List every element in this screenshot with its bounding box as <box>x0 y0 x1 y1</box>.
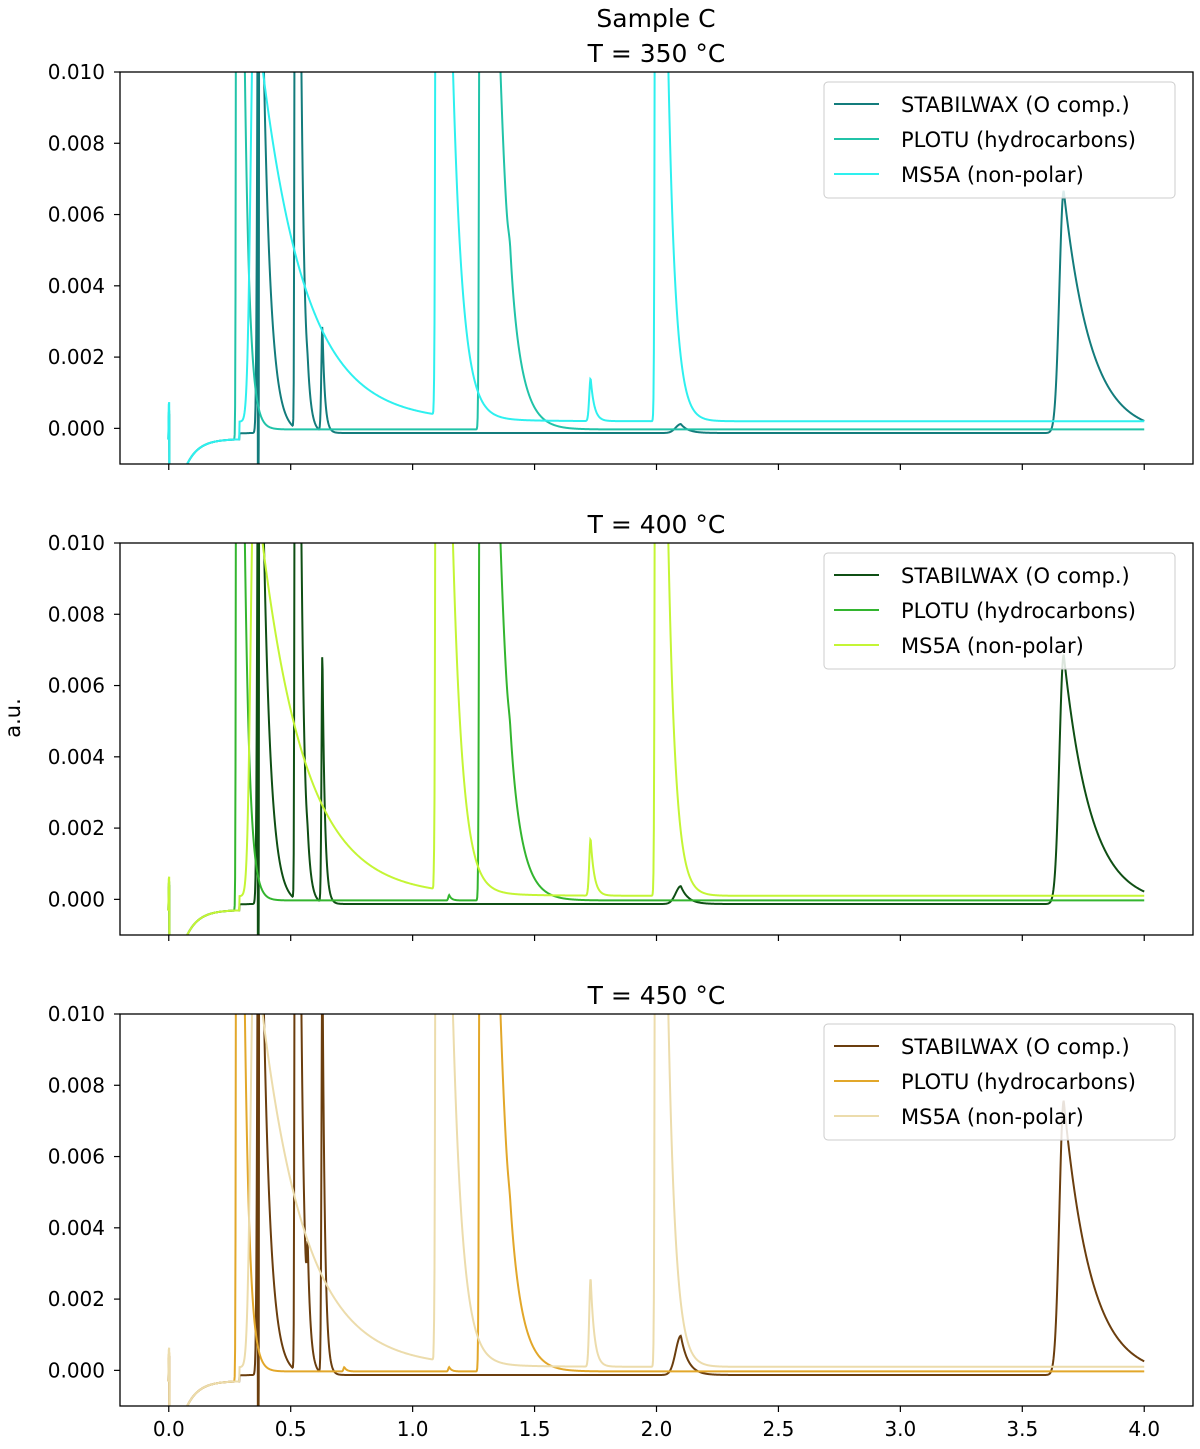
series-line <box>167 543 1145 935</box>
y-tick-label: 0.010 <box>48 1002 105 1026</box>
panels: T = 350 °C 0.000 0.002 0.004 0.006 0.008 0.010… <box>48 39 1194 1441</box>
y-tick-label: 0.008 <box>48 1073 105 1097</box>
y-tick-label: 0.006 <box>48 203 105 227</box>
y-tick-label: 0.002 <box>48 816 105 840</box>
series-line <box>167 543 1145 935</box>
legend-label: STABILWAX (O comp.) <box>901 1035 1130 1059</box>
y-tick-label: 0.010 <box>48 531 105 555</box>
legend <box>823 552 1176 670</box>
series-line <box>167 72 1145 464</box>
panel-3: T = 450 °C 0.000 0.002 0.004 0.006 0.008 0.010… <box>48 981 1194 1441</box>
x-tick-label: 2.0 <box>641 1417 673 1441</box>
x-tick-label: 4.0 <box>1128 1417 1160 1441</box>
legend-label: PLOTU (hydrocarbons) <box>901 1070 1136 1094</box>
x-tick-label: 1.0 <box>397 1417 429 1441</box>
series-line <box>167 1014 1145 1406</box>
legend-label: STABILWAX (O comp.) <box>901 93 1130 117</box>
legend <box>823 81 1176 199</box>
legend-label: MS5A (non-polar) <box>901 1105 1084 1129</box>
y-tick-label: 0.004 <box>48 274 105 298</box>
y-tick-label: 0.002 <box>48 345 105 369</box>
y-axis-label: a.u. <box>1 698 25 738</box>
panel-2: T = 400 °C 0.000 0.002 0.004 0.006 0.008 0.010… <box>48 510 1194 941</box>
y-tick-label: 0.002 <box>48 1287 105 1311</box>
legend-label: STABILWAX (O comp.) <box>901 564 1130 588</box>
panel-title: T = 450 °C <box>587 981 726 1010</box>
panel-title: T = 350 °C <box>587 39 726 68</box>
x-tick-label: 3.5 <box>1006 1417 1038 1441</box>
y-tick-label: 0.000 <box>48 1358 105 1382</box>
legend-label: MS5A (non-polar) <box>901 634 1084 658</box>
y-tick-label: 0.006 <box>48 674 105 698</box>
panel-1: T = 350 °C 0.000 0.002 0.004 0.006 0.008 0.010… <box>48 39 1194 470</box>
legend <box>823 1023 1176 1141</box>
legend-label: PLOTU (hydrocarbons) <box>901 128 1136 152</box>
y-tick-label: 0.004 <box>48 745 105 769</box>
x-tick-label: 2.5 <box>763 1417 795 1441</box>
x-tick-label: 0.5 <box>275 1417 307 1441</box>
x-tick-label: 1.5 <box>519 1417 551 1441</box>
y-tick-label: 0.006 <box>48 1145 105 1169</box>
series-line <box>167 1014 1145 1406</box>
legend-label: MS5A (non-polar) <box>901 163 1084 187</box>
series-line <box>167 72 1145 464</box>
y-tick-label: 0.004 <box>48 1216 105 1240</box>
panel-title: T = 400 °C <box>587 510 726 539</box>
series-line <box>167 1014 1145 1406</box>
y-tick-label: 0.010 <box>48 60 105 84</box>
y-tick-label: 0.008 <box>48 602 105 626</box>
x-tick-label: 0.0 <box>153 1417 185 1441</box>
y-tick-label: 0.000 <box>48 416 105 440</box>
series-line <box>167 543 1145 935</box>
y-tick-label: 0.008 <box>48 131 105 155</box>
suptitle: Sample C <box>596 4 715 33</box>
y-tick-label: 0.000 <box>48 887 105 911</box>
series-line <box>167 72 1145 464</box>
x-tick-label: 3.0 <box>884 1417 916 1441</box>
legend-label: PLOTU (hydrocarbons) <box>901 599 1136 623</box>
